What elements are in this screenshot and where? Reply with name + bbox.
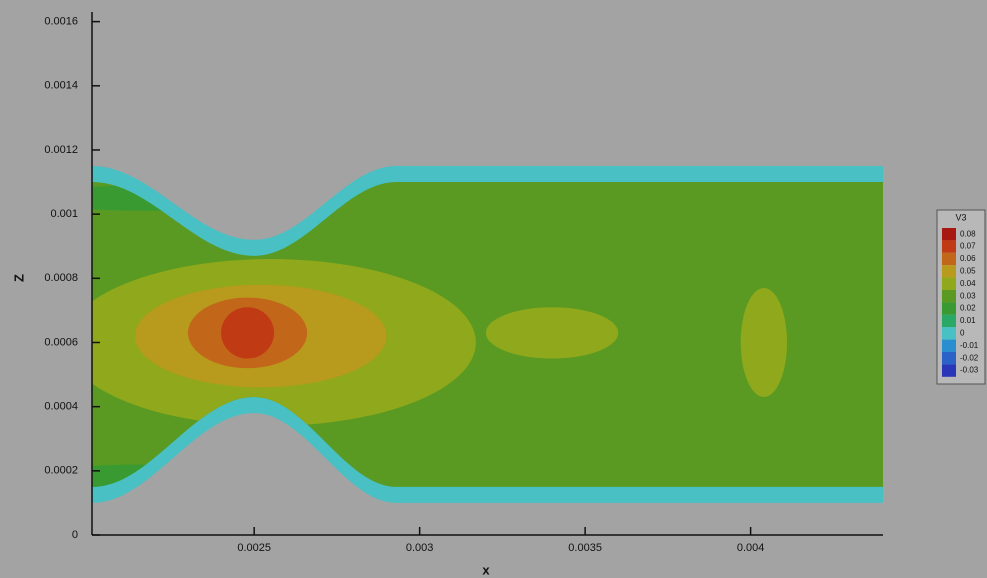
legend-label: 0.07 <box>960 242 976 251</box>
legend-label: -0.02 <box>960 353 979 362</box>
legend-swatch <box>942 277 956 290</box>
legend-swatch <box>942 314 956 328</box>
y-tick-label: 0.0012 <box>44 144 78 156</box>
y-axis-label: Z <box>11 274 26 282</box>
contour-region <box>221 307 275 359</box>
legend-swatch <box>942 352 956 365</box>
legend-swatch <box>942 252 956 266</box>
y-tick-label: 0.0016 <box>44 16 78 28</box>
x-axis-label: x <box>482 562 490 577</box>
legend-label: 0.02 <box>960 304 976 313</box>
legend-label: 0 <box>960 329 965 338</box>
y-tick-label: 0.0006 <box>44 336 78 348</box>
legend-label: 0.01 <box>960 316 976 325</box>
y-tick-label: 0.0004 <box>44 401 78 413</box>
legend-swatch <box>942 228 956 241</box>
legend-swatch <box>942 364 956 377</box>
legend-swatch <box>942 240 956 253</box>
x-tick-label: 0.004 <box>737 542 765 554</box>
y-tick-label: 0 <box>72 529 78 541</box>
y-tick-label: 0.0002 <box>44 465 78 477</box>
legend-swatch <box>942 339 956 352</box>
legend-label: 0.03 <box>960 291 976 300</box>
x-tick-label: 0.0035 <box>568 542 602 554</box>
legend-swatch <box>942 302 956 315</box>
legend-label: -0.03 <box>960 366 979 375</box>
y-tick-label: 0.001 <box>50 208 78 220</box>
contour-region <box>740 287 788 398</box>
contour-region <box>485 307 619 359</box>
legend-label: 0.05 <box>960 267 976 276</box>
x-tick-label: 0.0025 <box>237 542 271 554</box>
legend-label: 0.08 <box>960 229 976 238</box>
y-tick-label: 0.0008 <box>44 272 78 284</box>
legend-swatch <box>942 327 956 340</box>
x-tick-label: 0.003 <box>406 542 434 554</box>
legend-swatch <box>942 265 956 278</box>
legend-label: 0.06 <box>960 254 976 263</box>
legend-title: V3 <box>955 212 966 222</box>
contour-field <box>92 166 883 503</box>
axes: 0.0025 0.003 0.0035 0.004 0 0.0002 0.0004 0.000… <box>44 12 883 554</box>
legend-label: 0.04 <box>960 279 976 288</box>
legend-swatch <box>942 290 956 303</box>
y-tick-label: 0.0014 <box>44 80 78 92</box>
legend-label: -0.01 <box>960 341 979 350</box>
